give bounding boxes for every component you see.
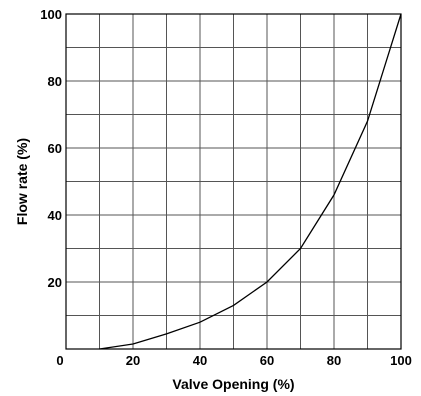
grid: [66, 14, 401, 349]
x-axis-title: Valve Opening (%): [172, 376, 294, 392]
x-axis-ticks: 0 20 40 60 80 100: [56, 353, 411, 368]
x-tick-label: 80: [327, 353, 341, 368]
series-line-0: [99, 13, 402, 350]
x-tick-label: 100: [390, 353, 412, 368]
x-tick-label: 60: [260, 353, 274, 368]
y-tick-label: 20: [48, 275, 62, 290]
plot-frame: [65, 13, 402, 350]
y-axis-title: Flow rate (%): [14, 138, 30, 225]
y-tick-label: 40: [48, 208, 62, 223]
y-axis-ticks: 20 40 60 80 100: [40, 7, 62, 290]
x-tick-label: 20: [126, 353, 140, 368]
series-layer: [99, 13, 402, 350]
x-tick-label: 40: [193, 353, 207, 368]
y-tick-label: 80: [48, 74, 62, 89]
x-tick-label: 0: [56, 353, 63, 368]
y-tick-label: 100: [40, 7, 62, 22]
y-tick-label: 60: [48, 141, 62, 156]
